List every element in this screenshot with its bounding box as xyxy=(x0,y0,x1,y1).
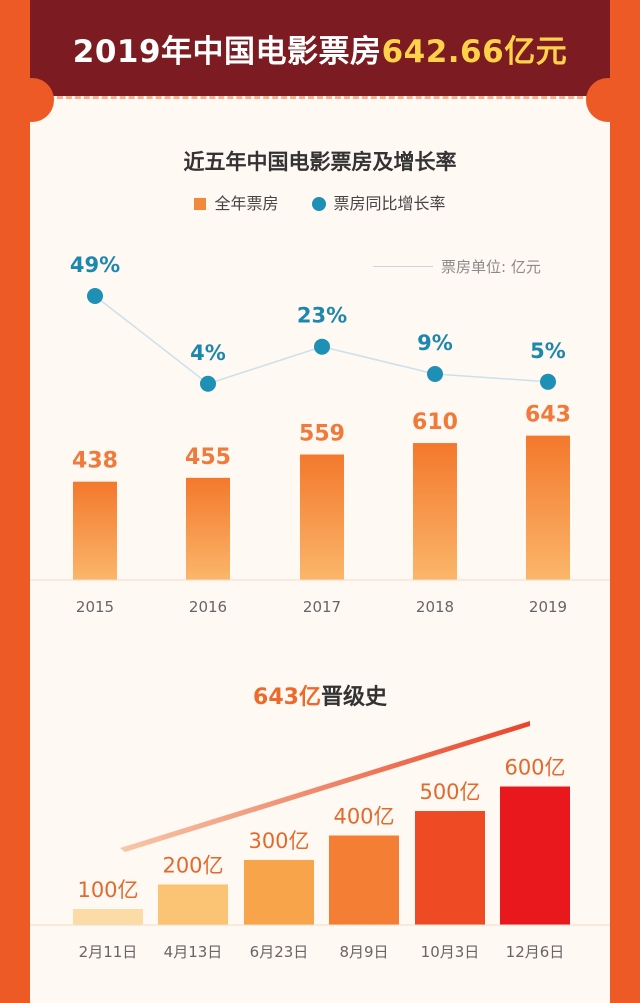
ticket-notch-right xyxy=(586,78,630,122)
milestone-date-5: 12月6日 xyxy=(506,943,565,961)
milestone-date-0: 2月11日 xyxy=(79,943,138,961)
unit-note: 票房单位: 亿元 xyxy=(373,256,541,277)
milestone-bar-4 xyxy=(415,811,485,925)
growth-point-2015 xyxy=(87,288,103,304)
milestone-bar-1 xyxy=(158,884,228,925)
chart2-title: 643亿晋级史 xyxy=(253,685,387,710)
growth-point-2019 xyxy=(540,373,556,390)
page-title: 2019年中国电影票房642.66亿元 xyxy=(72,34,568,70)
growth-label-2018: 9% xyxy=(417,331,453,355)
milestone-label-1: 200亿 xyxy=(162,854,223,878)
x-tick-2017: 2017 xyxy=(303,598,341,616)
bar-label-2018: 610 xyxy=(412,410,458,435)
legend-bar: 全年票房 xyxy=(194,190,278,214)
chart1-title: 近五年中国电影票房及增长率 xyxy=(183,150,457,174)
milestone-date-2: 6月23日 xyxy=(250,943,309,961)
chart1-legend: 全年票房 票房同比增长率 xyxy=(30,190,610,214)
milestone-label-4: 500亿 xyxy=(419,780,480,804)
trend-arrow xyxy=(120,721,530,852)
growth-label-2015: 49% xyxy=(70,253,120,277)
milestone-bar-2 xyxy=(244,860,314,925)
bar-2019 xyxy=(526,435,570,580)
growth-label-2016: 4% xyxy=(190,341,226,365)
milestone-bar-3 xyxy=(329,835,399,925)
growth-label-2019: 5% xyxy=(530,339,566,363)
bar-2015 xyxy=(73,481,117,580)
milestone-label-2: 300亿 xyxy=(248,829,309,853)
milestone-label-3: 400亿 xyxy=(333,805,394,829)
bar-2018 xyxy=(413,443,457,580)
x-tick-2015: 2015 xyxy=(76,598,114,616)
legend-bar-swatch xyxy=(194,198,207,210)
bar-label-2019: 643 xyxy=(525,403,571,428)
x-tick-2019: 2019 xyxy=(529,598,567,616)
milestone-bar-5 xyxy=(500,786,570,925)
milestone-date-4: 10月3日 xyxy=(421,943,480,961)
header-banner: 2019年中国电影票房642.66亿元 xyxy=(30,0,610,100)
milestone-date-1: 4月13日 xyxy=(164,943,223,961)
bar-label-2017: 559 xyxy=(299,422,345,447)
milestone-label-0: 100亿 xyxy=(77,878,138,902)
ticket-notch-left xyxy=(10,78,54,122)
bar-label-2015: 438 xyxy=(72,449,118,474)
bar-2016 xyxy=(186,477,230,580)
x-tick-2016: 2016 xyxy=(189,598,227,616)
charts-svg: 438 2015 455 2016 559 2017 610 2018 643 2019 49% 4%… xyxy=(30,253,610,961)
legend-line: 票房同比增长率 xyxy=(311,190,446,214)
legend-line-swatch xyxy=(311,197,326,211)
bar-2017 xyxy=(300,454,344,580)
growth-point-2018 xyxy=(427,366,443,382)
x-tick-2018: 2018 xyxy=(416,598,454,616)
growth-label-2017: 23% xyxy=(297,304,347,328)
growth-point-2016 xyxy=(200,375,216,392)
milestone-label-5: 600亿 xyxy=(504,756,565,780)
milestone-date-3: 8月9日 xyxy=(339,943,388,961)
bar-label-2016: 455 xyxy=(185,445,231,470)
milestone-bar-0 xyxy=(73,909,143,925)
growth-point-2017 xyxy=(314,338,330,355)
total-box-office: 642.66亿元 xyxy=(381,34,568,70)
